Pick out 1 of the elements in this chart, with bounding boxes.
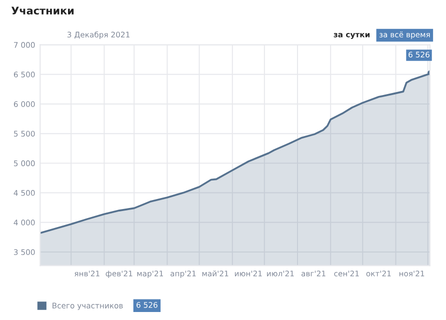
chart-title: Участники (11, 6, 74, 15)
